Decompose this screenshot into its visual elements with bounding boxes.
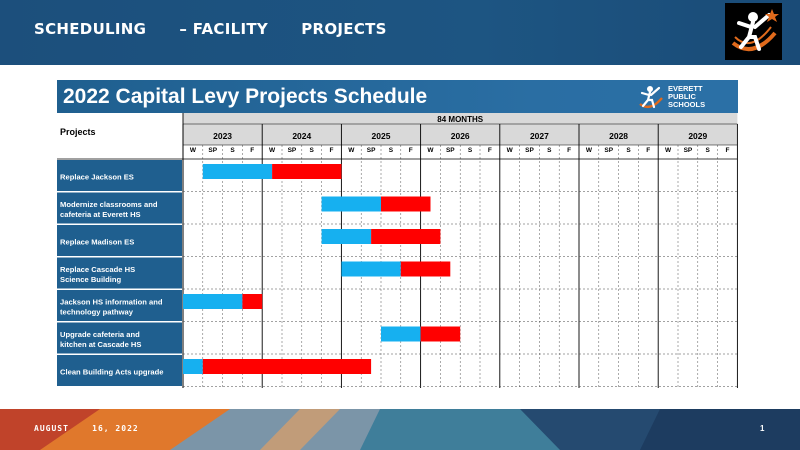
task-label-cell (57, 225, 182, 256)
construction-bar (272, 164, 342, 179)
season-label: SP (367, 147, 376, 154)
eps-logo-line-3: SCHOOLS (668, 100, 705, 109)
task-name: Clean Building Acts upgrade (60, 367, 164, 376)
slide-title: 2022 Capital Levy Projects Schedule (63, 85, 428, 108)
design-bar (183, 294, 243, 309)
eps-logo-line-1: EVERETT (668, 84, 703, 93)
design-bar (321, 196, 381, 212)
projects-header-label: Projects (60, 127, 96, 137)
task-label-cell (57, 160, 182, 191)
task-name: cafeteria at Everett HS (60, 210, 141, 219)
year-header-row (183, 124, 738, 145)
season-label: SP (684, 147, 693, 154)
task-name: technology pathway (60, 307, 134, 316)
season-label: F (250, 147, 254, 154)
season-label: W (665, 147, 672, 154)
season-label: SP (208, 147, 217, 154)
season-label: F (409, 147, 413, 154)
season-label: W (190, 147, 197, 154)
season-label: F (726, 147, 730, 154)
season-label: S (547, 147, 552, 154)
design-bar (341, 261, 401, 277)
design-bar (183, 359, 203, 374)
design-bar (381, 326, 421, 342)
task-name: Science Building (60, 275, 122, 284)
season-label: SP (604, 147, 613, 154)
season-label: W (427, 147, 434, 154)
season-label: F (646, 147, 650, 154)
year-label-2024: 2024 (292, 131, 311, 141)
season-label: F (488, 147, 492, 154)
season-label: W (586, 147, 593, 154)
duration-header-cell (183, 113, 738, 124)
task-label-cell (57, 257, 182, 289)
construction-bar (242, 294, 263, 309)
season-label: SP (525, 147, 534, 154)
task-name: kitchen at Cascade HS (60, 340, 141, 349)
season-label: S (706, 147, 711, 154)
season-label: S (468, 147, 473, 154)
construction-bar (371, 229, 441, 244)
design-bar (321, 229, 372, 244)
task-name: Replace Jackson ES (60, 172, 134, 181)
footer-band (0, 409, 800, 450)
projects-header-cell (57, 113, 183, 159)
top-header-bar: SCHEDULING – FACILITY PROJECTS (0, 0, 800, 65)
task-label-cell (57, 290, 182, 321)
season-label: F (567, 147, 571, 154)
eps-figure-icon (639, 86, 663, 109)
design-bar (202, 164, 273, 179)
season-label: SP (446, 147, 455, 154)
task-name: Modernize classrooms and (60, 200, 158, 209)
year-label-2023: 2023 (213, 131, 232, 141)
construction-bar (381, 196, 431, 212)
everett-public-schools-logo: EVERETT PUBLIC SCHOOLS (632, 80, 736, 113)
year-label-2029: 2029 (688, 131, 707, 141)
task-name: Upgrade cafeteria and (60, 330, 140, 339)
season-label: S (230, 147, 235, 154)
construction-bar (400, 261, 451, 277)
task-name: Replace Madison ES (60, 237, 134, 246)
year-label-2028: 2028 (609, 131, 628, 141)
season-label: S (389, 147, 394, 154)
gantt-chart: Projects 84 MONTHS 2023 2024 2025 2026 2027 202… (57, 113, 738, 388)
season-label: W (269, 147, 276, 154)
task-label-cell (57, 192, 182, 224)
slide-title-banner: 2022 Capital Levy Projects Schedule (57, 80, 738, 113)
year-label-2025: 2025 (372, 131, 391, 141)
task-name: Jackson HS information and (60, 297, 163, 306)
year-label-2027: 2027 (530, 131, 549, 141)
task-label-cell (57, 355, 182, 386)
construction-bar (420, 326, 461, 342)
task-label-cell (57, 322, 182, 354)
season-label: SP (288, 147, 297, 154)
footer-date: AUGUST 16, 2022 (34, 424, 139, 433)
season-label: S (626, 147, 631, 154)
eps-logo-line-2: PUBLIC (668, 92, 697, 101)
year-label-2026: 2026 (451, 131, 470, 141)
page-number: 1 (760, 424, 765, 433)
season-label: F (330, 147, 334, 154)
construction-bar (202, 359, 372, 374)
season-label: W (507, 147, 514, 154)
season-label: S (310, 147, 315, 154)
task-name: Replace Cascade HS (60, 265, 135, 274)
district-figure-logo-icon (725, 3, 782, 60)
header-title: SCHEDULING – FACILITY PROJECTS (34, 20, 387, 38)
season-label: W (348, 147, 355, 154)
duration-label: 84 MONTHS (437, 115, 483, 124)
